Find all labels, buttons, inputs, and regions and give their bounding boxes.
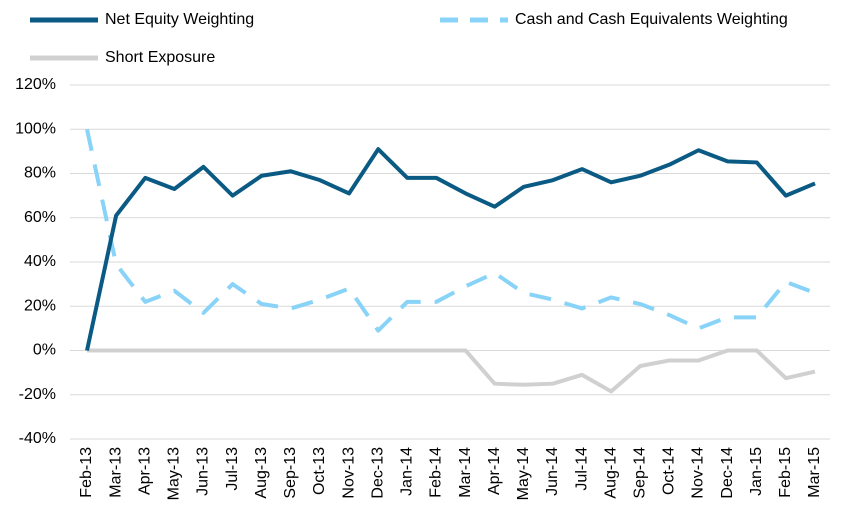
x-tick-label: Jun-14	[544, 447, 561, 496]
y-tick-label: -40%	[19, 430, 56, 447]
x-tick-label: May-13	[166, 447, 183, 500]
x-tick-label: Nov-14	[690, 447, 707, 499]
data-line	[87, 348, 816, 394]
x-tick-label: Nov-13	[340, 447, 357, 499]
data-line	[85, 128, 816, 333]
legend-label: Short Exposure	[105, 49, 215, 66]
y-tick-label: 20%	[24, 297, 56, 314]
x-tick-label: Sep-13	[282, 447, 299, 499]
x-tick-label: Feb-15	[777, 447, 794, 498]
x-tick-label: Jul-13	[224, 447, 241, 491]
x-tick-label: Jun-13	[195, 447, 212, 496]
y-tick-label: 80%	[24, 165, 56, 182]
x-tick-label: Oct-13	[311, 447, 328, 495]
y-tick-label: 120%	[15, 76, 56, 93]
x-tick-label: Apr-13	[136, 447, 153, 495]
x-tick-label: Jan-15	[748, 447, 765, 496]
x-tick-label: Dec-14	[719, 447, 736, 499]
data-line	[85, 147, 816, 351]
x-tick-label: Jul-14	[573, 447, 590, 491]
y-tick-label: 0%	[33, 342, 56, 359]
x-tick-label: Dec-13	[369, 447, 386, 499]
x-tick-label: Apr-14	[486, 447, 503, 495]
x-tick-label: Feb-13	[78, 447, 95, 498]
x-tick-label: Sep-14	[631, 447, 648, 499]
x-tick-label: Mar-15	[806, 447, 823, 498]
y-tick-label: 40%	[24, 253, 56, 270]
y-tick-label: -20%	[19, 386, 56, 403]
x-tick-label: Mar-13	[107, 447, 124, 498]
x-tick-label: Oct-14	[661, 447, 678, 495]
legend-label: Net Equity Weighting	[105, 11, 254, 28]
x-tick-label: May-14	[515, 447, 532, 500]
x-tick-label: Aug-14	[602, 447, 619, 499]
x-tick-label: Feb-14	[428, 447, 445, 498]
y-tick-label: 100%	[15, 120, 56, 137]
y-tick-label: 60%	[24, 209, 56, 226]
x-tick-label: Jan-14	[399, 447, 416, 496]
legend-label: Cash and Cash Equivalents Weighting	[515, 11, 788, 28]
x-tick-label: Mar-14	[457, 447, 474, 498]
x-tick-label: Aug-13	[253, 447, 270, 499]
